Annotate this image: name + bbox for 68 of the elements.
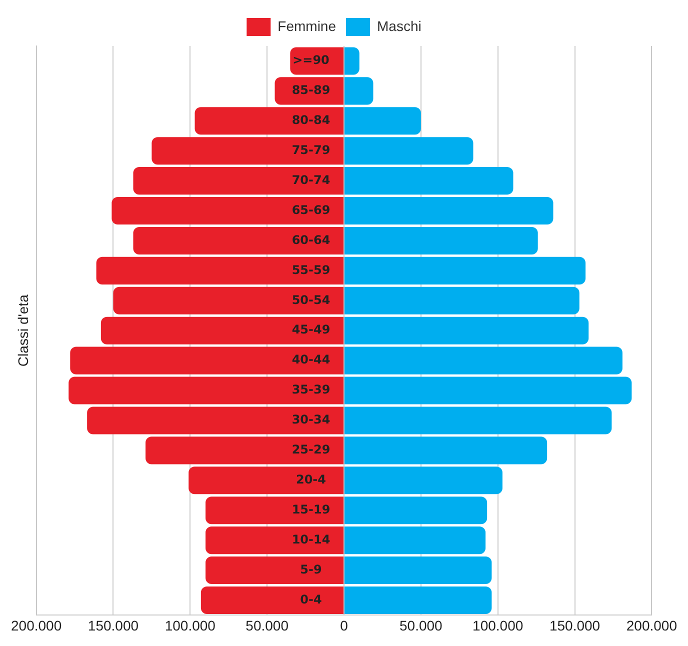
y-tick-label: >=90 [292, 53, 330, 68]
x-tick-label: 50.000 [400, 617, 443, 634]
bar [344, 47, 360, 75]
bar [188, 466, 344, 494]
y-tick-label: 75-79 [292, 142, 330, 157]
bar [344, 556, 492, 584]
bar [146, 436, 344, 464]
x-tick-label: 150.000 [88, 617, 139, 634]
x-tick-label: 200.000 [11, 617, 62, 634]
y-tick-label: 80-84 [292, 113, 330, 128]
y-tick-label: 20-4 [296, 472, 326, 487]
y-tick-label: 15-19 [292, 502, 330, 516]
bar [206, 496, 344, 524]
bar [113, 286, 344, 314]
bar [290, 47, 344, 75]
x-tick-label: 0 [340, 617, 348, 634]
y-tick-label: 65-69 [292, 202, 330, 217]
y-tick-label: 85-89 [292, 83, 330, 98]
bar [100, 316, 344, 344]
bar [133, 226, 344, 255]
bar [344, 196, 554, 225]
bar [206, 556, 344, 584]
bar [344, 77, 374, 105]
bar [344, 496, 488, 524]
bar [133, 167, 344, 195]
y-tick-label: 50-54 [292, 292, 330, 307]
bar [344, 586, 492, 614]
bar [152, 137, 344, 165]
bar [96, 256, 344, 284]
y-tick-label: 60-64 [292, 232, 330, 247]
y-tick-label: 0-4 [300, 592, 322, 606]
bar [344, 526, 486, 554]
bar [344, 137, 474, 165]
bar [194, 107, 344, 135]
y-tick-label: 40-44 [292, 352, 330, 367]
y-axis-title: Classi d'eta [14, 294, 31, 367]
bar [344, 167, 514, 195]
bar [344, 436, 548, 464]
bar [344, 346, 622, 374]
bar [87, 406, 344, 434]
bar [112, 196, 344, 225]
bar [70, 346, 344, 374]
bar [344, 376, 632, 404]
y-tick-label: 30-34 [292, 412, 330, 427]
bar [200, 586, 344, 614]
x-tick-label: 100.000 [164, 617, 216, 634]
y-tick-label: 55-59 [292, 262, 330, 277]
y-tick-label: 70-74 [292, 172, 330, 187]
bar [344, 406, 612, 434]
bar [344, 316, 589, 344]
bar [344, 226, 538, 255]
bar [68, 376, 344, 404]
y-tick-label: 25-29 [292, 442, 330, 457]
bar [344, 466, 502, 494]
y-tick-label: 35-39 [292, 382, 330, 397]
legend-label: Maschi [377, 18, 422, 34]
bar [344, 107, 421, 135]
bar [344, 286, 580, 314]
y-tick-label: 10-14 [292, 532, 330, 546]
x-tick-label: 50.000 [246, 617, 289, 634]
x-tick-label: 100.000 [472, 617, 524, 634]
y-tick-label: 45-49 [292, 322, 330, 337]
legend-label: Femmine [278, 18, 336, 34]
bar [206, 526, 344, 554]
bar [344, 256, 586, 284]
x-tick-label: 200.000 [626, 617, 678, 634]
x-tick-label: 150.000 [549, 617, 600, 634]
y-tick-label: 5-9 [300, 562, 322, 576]
